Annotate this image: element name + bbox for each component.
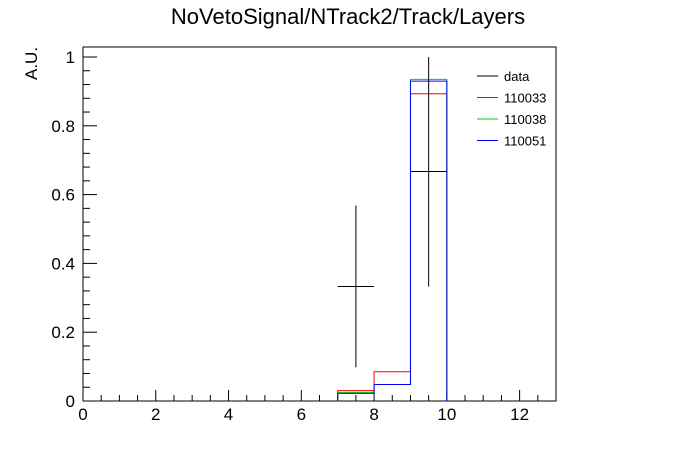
y-axis: 0 0.2 0.4 0.6 0.8 1 — [51, 48, 97, 411]
legend-label: data — [504, 69, 530, 84]
histogram-110051 — [337, 80, 448, 401]
y-tick-label: 0.4 — [51, 254, 75, 273]
x-tick-label: 2 — [151, 405, 160, 424]
x-tick-label: 8 — [369, 405, 378, 424]
histogram-110033 — [337, 93, 448, 401]
x-tick-label: 6 — [297, 405, 306, 424]
legend-label: 110051 — [504, 134, 546, 149]
y-tick-label: 0.2 — [51, 323, 75, 342]
x-tick-label: 12 — [510, 405, 529, 424]
legend-label: 110033 — [504, 91, 546, 106]
legend: data 110033 110038 110051 — [477, 69, 546, 149]
plot-frame — [82, 46, 557, 402]
chart-title: NoVetoSignal/NTrack2/Track/Layers — [171, 4, 525, 29]
data-series — [337, 57, 447, 368]
legend-label: 110038 — [504, 112, 546, 127]
y-tick-label: 1 — [66, 48, 75, 67]
y-tick-label: 0 — [66, 392, 75, 411]
histogram-series — [337, 78, 448, 401]
x-tick-label: 4 — [224, 405, 233, 424]
y-tick-label: 0.6 — [51, 186, 75, 205]
x-axis: 0 2 4 6 8 10 12 — [78, 390, 557, 424]
x-tick-label: 10 — [437, 405, 456, 424]
y-axis-label: A.U. — [22, 47, 41, 80]
histogram-110038 — [337, 78, 448, 401]
x-tick-label: 0 — [78, 405, 87, 424]
y-tick-label: 0.8 — [51, 117, 75, 136]
